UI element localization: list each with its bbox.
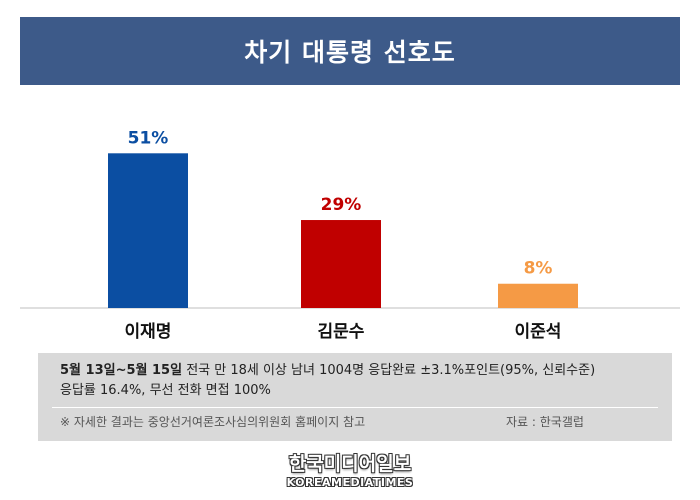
info-divider <box>52 407 658 408</box>
chart-title-banner: 차기 대통령 선호도 <box>20 17 680 85</box>
logo-english: KOREAMEDIATIMES <box>286 476 414 489</box>
survey-info-box: 5월 13일~5월 15일 전국 만 18세 이상 남녀 1004명 응답완료 … <box>38 353 672 441</box>
category-label-1: 이재명 <box>125 322 172 342</box>
bar-3 <box>498 283 578 308</box>
bar-chart: 51% 이재명 29% 김문수 8% 이준석 <box>20 128 680 342</box>
data-source: 자료 : 한국갤럽 <box>506 415 584 429</box>
survey-details-line: 5월 13일~5월 15일 전국 만 18세 이상 남녀 1004명 응답완료 … <box>60 362 660 380</box>
survey-period: 5월 13일~5월 15일 <box>60 363 183 378</box>
survey-details-line-2: 응답률 16.4%, 무선 전화 면접 100% <box>60 383 271 398</box>
value-label-3: 8% <box>524 259 553 279</box>
chart-title: 차기 대통령 선호도 <box>244 38 456 67</box>
survey-details: 전국 만 18세 이상 남녀 1004명 응답완료 ±3.1%포인트(95%, … <box>182 363 596 378</box>
category-label-2: 김문수 <box>318 322 365 342</box>
category-label-3: 이준석 <box>515 322 562 342</box>
logo-korean: 한국미디어일보 <box>288 453 412 475</box>
media-logo: 한국미디어일보 KOREAMEDIATIMES <box>250 452 450 494</box>
bar-1 <box>108 153 188 308</box>
survey-note: ※ 자세한 결과는 중앙선거여론조사심의위원회 홈페이지 참고 <box>60 415 366 429</box>
value-label-1: 51% <box>128 128 169 148</box>
bar-2 <box>301 220 381 308</box>
value-label-2: 29% <box>321 195 362 215</box>
